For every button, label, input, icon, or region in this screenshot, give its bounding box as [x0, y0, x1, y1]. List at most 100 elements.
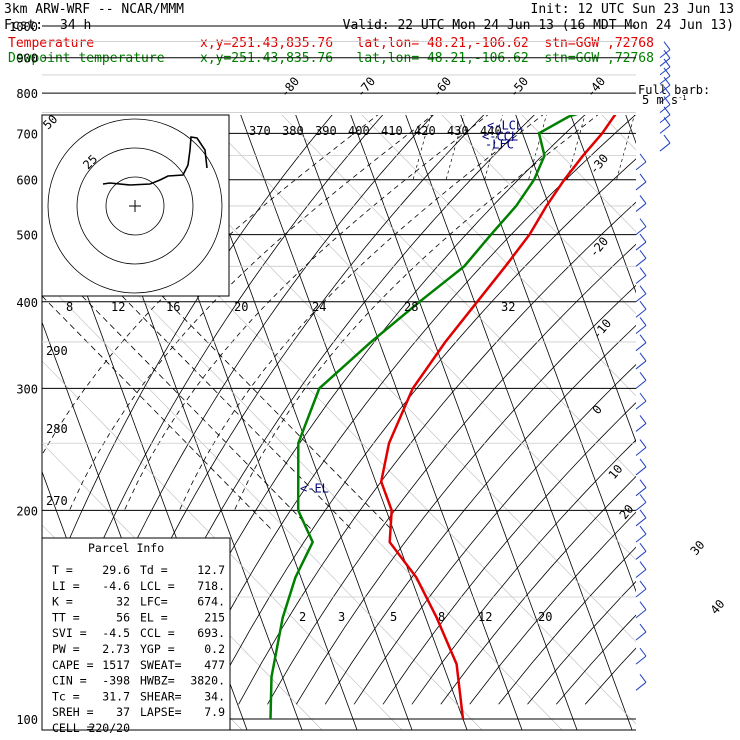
theta-left-label: 280: [46, 422, 68, 436]
dry-adiabat: [42, 115, 384, 690]
hodograph-content: [47, 118, 223, 294]
theta-label: 390: [315, 124, 337, 138]
parcel-field-value: 31.7: [102, 689, 130, 703]
parcel-field-value: 3820.: [190, 674, 225, 688]
wind-legend-unit: 5 m s: [642, 93, 678, 107]
wind-legend-line2: 5 m s-1: [642, 93, 687, 107]
barb-flag: [663, 41, 671, 51]
wind-barb: [635, 479, 647, 497]
barb-staff: [635, 655, 647, 665]
isotherm-label: -50: [507, 74, 532, 100]
temperature-legend-label: Temperature: [8, 36, 95, 51]
moist-adiabat: [124, 115, 489, 511]
hodograph-speed-label: 32: [501, 300, 515, 314]
parcel-field-value: 2.73: [102, 642, 130, 656]
dry-adiabat: [441, 115, 636, 315]
mixing-ratio-label: 5: [390, 610, 397, 624]
dry-adiabat: [122, 115, 535, 705]
barb-staff: [635, 379, 647, 389]
moist-adiabat: [69, 115, 434, 511]
parcel-field-value: 7.9: [204, 705, 225, 719]
barb-staff: [635, 501, 647, 511]
barb-flag: [639, 267, 647, 276]
moist-adiabat: [179, 115, 544, 511]
isotherm: [698, 11, 740, 740]
hodograph-speed-label: 28: [404, 300, 418, 314]
pressure-tick-label: 700: [16, 127, 38, 141]
isotherm: [460, 115, 636, 593]
wind-barb: [635, 153, 647, 171]
wind-barb: [659, 67, 671, 85]
barb-staff: [635, 447, 647, 456]
dry-adiabat: [601, 115, 636, 151]
dry-adiabat: [42, 360, 403, 730]
level-annotation: <-LCL: [487, 119, 523, 133]
barb-staff: [659, 84, 671, 94]
hodograph-speed-label: 8: [66, 300, 73, 314]
mixing-ratio-line: [412, 115, 432, 180]
wind-barb: [635, 580, 647, 598]
parcel-field-name: LFC=: [140, 595, 168, 609]
barb-staff: [659, 94, 671, 104]
dry-adiabat: [201, 115, 636, 561]
wind-barb: [659, 58, 671, 76]
barb-flag: [639, 372, 647, 381]
mixing-ratio-label: 2: [299, 610, 306, 624]
isotherm: [625, 115, 636, 145]
theta-label: 380: [282, 124, 304, 138]
barb-flag: [663, 134, 671, 144]
isotherm: [643, 11, 740, 740]
barb-flag: [639, 623, 647, 633]
isotherm-label: -60: [430, 74, 455, 100]
wind-barb: [635, 392, 647, 410]
barb-staff: [635, 631, 647, 641]
dry-adiabat: [209, 158, 636, 705]
barb-staff: [659, 75, 671, 85]
pressure-tick-label: 800: [16, 87, 38, 101]
dry-adiabat: [295, 284, 636, 705]
parcel-field-value: -4.5: [102, 626, 130, 640]
isotherm-label: -20: [587, 234, 612, 260]
mixing-ratio-line: [445, 115, 465, 180]
theta-label: 430: [447, 124, 469, 138]
wind-barb: [635, 509, 647, 527]
barb-staff: [659, 57, 671, 67]
barb-flag: [639, 542, 647, 552]
barb-staff: [635, 325, 647, 334]
wind-barb: [635, 285, 647, 303]
wind-barb: [635, 173, 647, 191]
dry-adiabat: [238, 201, 636, 705]
hodograph-ring: [76, 147, 194, 265]
pressure-tick-label: 1000: [9, 20, 38, 34]
barb-flag: [639, 233, 647, 243]
hodograph-speed-label: 20: [234, 300, 248, 314]
init-time: Init: 12 UTC Sun 23 Jun 13: [530, 2, 735, 17]
level-annotation: -LFC: [485, 138, 514, 152]
barb-flag: [639, 285, 647, 295]
temperature-location: x,y=251.43,835.76 lat,lon= 48.21,-106.62…: [200, 36, 654, 51]
barb-staff: [659, 142, 671, 152]
wind-legend-exponent: -1: [678, 94, 686, 102]
isotherm: [570, 115, 636, 294]
barb-staff: [635, 161, 647, 171]
parcel-field-name: CAPE =: [52, 658, 94, 672]
isotherm-label: -30: [587, 151, 612, 177]
barb-flag: [639, 173, 647, 183]
barb-staff: [635, 275, 647, 284]
barb-flag: [639, 392, 647, 402]
parcel-info-title: Parcel Info: [88, 541, 164, 555]
wind-barb: [635, 250, 647, 267]
hodograph-speed-label: 16: [166, 300, 180, 314]
parcel-field-name: EL =: [140, 610, 168, 624]
hodograph-guide: [121, 295, 353, 531]
wind-barb: [659, 134, 671, 152]
pressure-tick-label: 100: [16, 713, 38, 727]
mixing-ratio-label: 20: [538, 610, 552, 624]
wind-barb: [635, 525, 647, 543]
isotherm: [240, 115, 468, 730]
mixing-ratio-line: [566, 115, 586, 180]
parcel-field-value: 693.: [197, 626, 225, 640]
hodograph-ring: [105, 176, 165, 236]
barb-flag: [639, 647, 647, 657]
